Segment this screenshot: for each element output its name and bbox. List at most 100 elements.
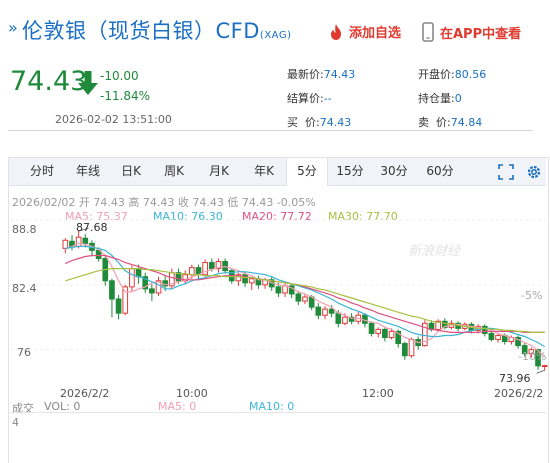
series-line-ma20	[65, 254, 545, 333]
candle-body	[322, 308, 328, 316]
candle-body	[521, 345, 528, 355]
candle-body	[422, 322, 428, 347]
candle-body	[388, 330, 395, 338]
field-bid-price: 买 价:74.43	[287, 116, 352, 129]
tab-60min[interactable]: 60分	[426, 164, 454, 178]
candle-body	[395, 330, 402, 345]
candle-body	[175, 272, 182, 282]
candle-body	[368, 322, 375, 334]
add-favorite-label: 添加自选	[349, 26, 402, 41]
page-title: 伦敦银（现货白银）CFD(XAG)	[22, 19, 292, 43]
candle-body	[115, 298, 122, 314]
instrument-code: (XAG)	[259, 30, 292, 41]
candle-body	[149, 288, 155, 294]
candle-body	[109, 280, 115, 300]
candle-body	[215, 261, 222, 270]
candle-body	[62, 239, 69, 249]
fullscreen-icon[interactable]	[498, 164, 514, 180]
phone-icon	[422, 22, 434, 42]
candle-body	[248, 278, 255, 284]
candle-body	[302, 296, 308, 302]
tab-monthly-k[interactable]: 月K	[209, 164, 229, 178]
candle-body	[335, 312, 342, 324]
candle-body	[541, 365, 548, 368]
x-tick-label: 2026/2/2	[60, 387, 110, 400]
percent-tick-label: -10%	[518, 350, 547, 363]
tab-15min[interactable]: 15分	[336, 164, 364, 178]
quote-time: 2026-02-02 13:51:00	[55, 113, 172, 126]
candle-body	[528, 349, 535, 355]
percent-tick-label: -5%	[521, 289, 543, 302]
candle-body	[208, 262, 215, 270]
last-price: 74.43	[10, 66, 88, 97]
candle-body	[342, 316, 348, 324]
field-open-interest: 持仓量:0	[418, 92, 462, 105]
candle-body	[242, 274, 248, 284]
field-ask-price: 卖 价:74.84	[418, 116, 483, 129]
candle-body	[142, 276, 149, 290]
candle-body	[441, 320, 448, 328]
candle-body	[129, 268, 135, 288]
field-latest-price: 最新价:74.43	[287, 68, 356, 81]
max-price-label: 87.68	[76, 221, 108, 234]
candle-body	[515, 336, 521, 347]
divider	[9, 412, 546, 413]
divider	[8, 130, 533, 131]
candle-body	[135, 268, 142, 278]
vol-ma10-label: MA10: 0	[249, 400, 295, 413]
candle-body	[235, 274, 242, 282]
down-arrow-icon	[78, 71, 98, 95]
title-chevron-icon: »	[8, 18, 18, 37]
tab-30min[interactable]: 30分	[380, 164, 408, 178]
candle-body	[402, 343, 408, 357]
candle-body	[481, 325, 488, 334]
view-in-app-button[interactable]: 在APP中查看	[422, 22, 521, 42]
field-settlement-price: 结算价:--	[287, 92, 332, 105]
tab-weekly-k[interactable]: 周K	[164, 164, 184, 178]
candle-body	[315, 306, 322, 316]
change-value: -10.00	[100, 69, 139, 83]
add-favorite-button[interactable]: 添加自选	[327, 22, 401, 41]
candle-body	[488, 332, 495, 341]
candle-body	[75, 236, 82, 247]
change-percent: -11.84%	[100, 89, 151, 103]
series-line-ma5	[65, 242, 546, 357]
series-line-ma30	[65, 268, 545, 333]
tab-daily-k[interactable]: 日K	[121, 164, 141, 178]
tab-year-line[interactable]: 年线	[75, 164, 100, 178]
watermark: 新浪财经	[408, 244, 461, 259]
tab-intraday[interactable]: 分时	[29, 164, 54, 178]
candle-body	[375, 328, 382, 334]
candle-body	[435, 320, 441, 330]
candle-body	[275, 286, 282, 294]
y-tick-label: 76	[17, 346, 31, 359]
vol-value-label: VOL: 0	[44, 400, 81, 413]
candle-info: 2026/02/02 开 74.43 高 74.43 收 74.43 低 74.…	[12, 196, 316, 209]
x-tick-label: 12:00	[362, 387, 394, 400]
period-tabs	[9, 158, 546, 186]
candle-body	[382, 328, 388, 338]
field-open-price: 开盘价:80.56	[418, 68, 487, 81]
candle-body	[408, 339, 415, 357]
y-tick-label: 88.8	[12, 223, 37, 236]
y-tick-label: 82.4	[12, 282, 37, 295]
tab-5min[interactable]: 5分	[286, 158, 328, 186]
tab-yearly-k[interactable]: 年K	[254, 164, 274, 178]
candle-body	[95, 249, 102, 260]
x-tick-label: 2026/2/2	[494, 387, 544, 400]
candle-body	[202, 262, 208, 276]
vol-ma5-label: MA5: 0	[158, 400, 197, 413]
candle-body	[82, 237, 89, 244]
candle-body	[295, 293, 302, 302]
max-pointer	[78, 227, 89, 232]
min-pointer	[536, 369, 545, 374]
chart-panel	[8, 157, 549, 463]
min-price-label: 73.96	[499, 372, 531, 385]
x-tick-label: 10:00	[176, 387, 208, 400]
candle-body	[122, 286, 129, 314]
settings-icon[interactable]	[526, 164, 542, 180]
volume-label: 成交 4	[12, 402, 34, 429]
price-change: -10.00 -11.84%	[100, 66, 150, 106]
candle-body	[188, 267, 195, 276]
